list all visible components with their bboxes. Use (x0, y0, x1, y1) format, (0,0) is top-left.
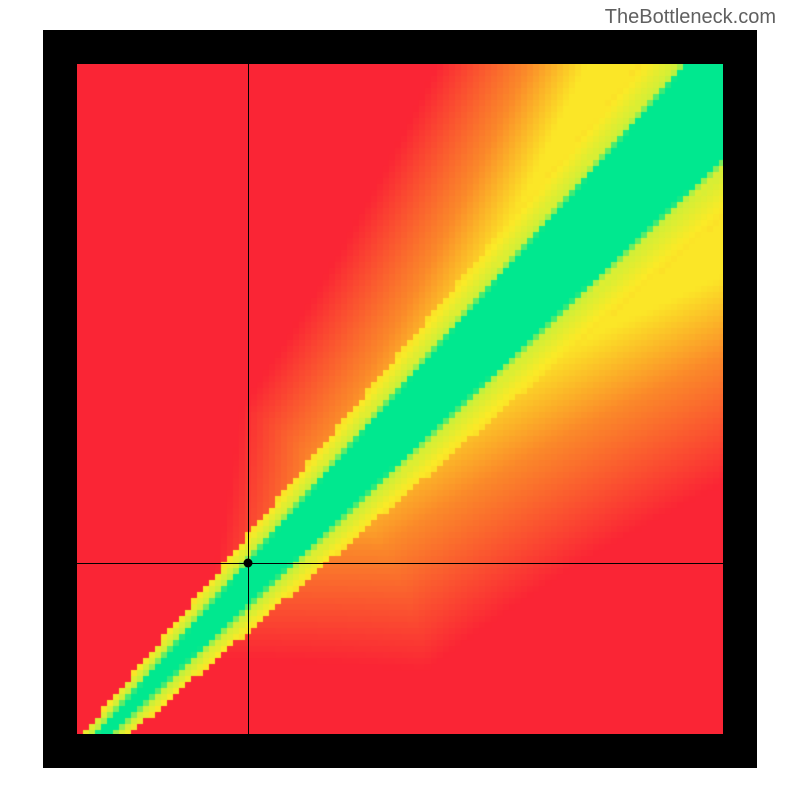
crosshair-marker (244, 559, 253, 568)
heatmap-canvas (77, 64, 723, 734)
watermark-text: TheBottleneck.com (605, 6, 776, 29)
chart-outer-frame (43, 30, 757, 768)
chart-plot-area (77, 64, 723, 734)
crosshair-vertical (248, 64, 249, 734)
chart-container: TheBottleneck.com (0, 0, 800, 800)
crosshair-horizontal (77, 563, 723, 564)
